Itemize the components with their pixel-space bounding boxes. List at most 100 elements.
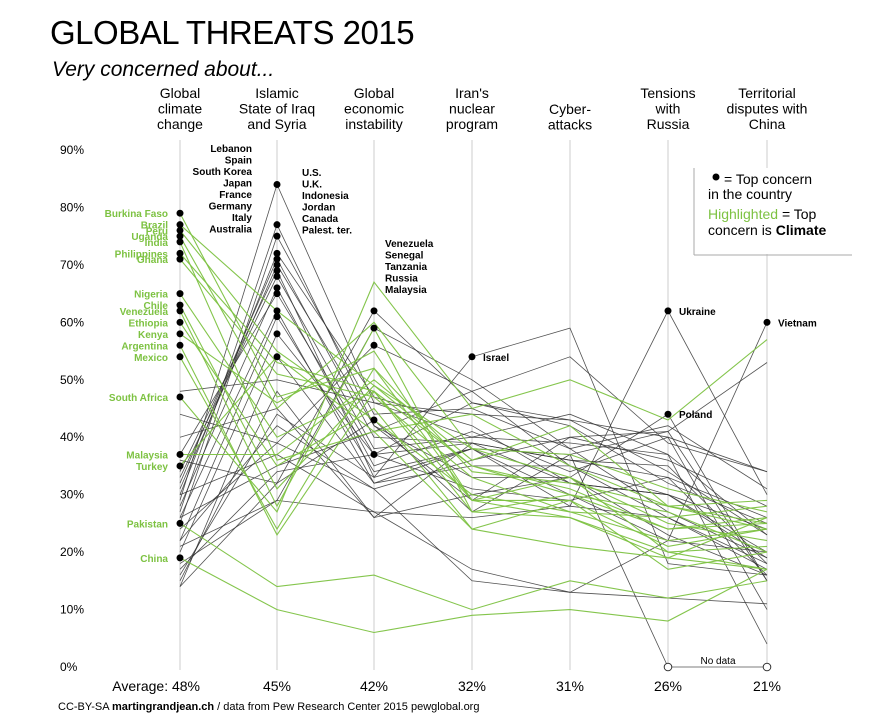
y-tick-label: 30% [60, 488, 84, 502]
top-concern-dot [273, 180, 281, 188]
top-concern-dot [176, 318, 184, 326]
top-concern-dot [176, 238, 184, 246]
climate-country-label: Pakistan [127, 519, 168, 530]
top-concern-dot [176, 290, 184, 298]
category-header-3: Iran's [455, 85, 489, 101]
isis-country-label-left: Australia [209, 225, 252, 236]
top-concern-country-label: Israel [483, 353, 509, 364]
top-concern-dot [273, 284, 281, 292]
y-tick-label: 80% [60, 200, 84, 214]
top-concern-dot [273, 330, 281, 338]
top-concern-dot [176, 221, 184, 229]
top-concern-dot [176, 341, 184, 349]
climate-country-label: Ghana [137, 255, 169, 266]
top-concern-country-label: Poland [679, 410, 712, 421]
series-line [179, 230, 768, 542]
legend-line-1: = Top concern [724, 171, 812, 187]
top-concern-dot [370, 341, 378, 349]
legend-line-3: Highlighted = Top [708, 206, 817, 222]
economic-country-label: Tanzania [385, 262, 427, 273]
legend-line-4: concern is Climate [708, 222, 826, 238]
economic-country-label: Malaysia [385, 285, 427, 296]
climate-country-label: China [140, 554, 168, 565]
top-concern-country-label: Ukraine [679, 307, 716, 318]
credit-site[interactable]: martingrandjean.ch [112, 701, 215, 713]
economic-country-label: Venezuela [385, 239, 434, 250]
top-concern-dot [176, 301, 184, 309]
top-concern-dot [176, 554, 184, 562]
legend-box [692, 168, 852, 254]
top-concern-dot [763, 318, 771, 326]
series-line [179, 390, 768, 581]
isis-country-label-right: Palest. ter. [302, 226, 352, 237]
isis-country-label-right: Canada [302, 214, 339, 225]
category-header-0: climate [158, 101, 203, 117]
category-header-3: nuclear [449, 101, 495, 117]
category-header-1: State of Iraq [239, 101, 315, 117]
top-concern-country-label: Vietnam [778, 318, 817, 329]
economic-country-label: Russia [385, 274, 418, 285]
economic-country-label: Senegal [385, 251, 424, 262]
average-label-4: 31% [556, 678, 584, 694]
top-concern-dot [176, 255, 184, 263]
top-concern-dot [468, 353, 476, 361]
y-tick-label: 70% [60, 258, 84, 272]
y-tick-label: 90% [60, 143, 84, 157]
top-concern-dot [176, 209, 184, 217]
category-header-3: program [446, 116, 498, 132]
series-line [179, 258, 768, 519]
top-concern-dot [176, 249, 184, 257]
top-concern-dot [176, 450, 184, 458]
top-concern-dot [273, 255, 281, 263]
average-label-3: 32% [458, 678, 486, 694]
top-concern-dot [273, 290, 281, 298]
series-line [179, 522, 768, 611]
climate-country-label: Peru [146, 226, 168, 237]
top-concern-dot [273, 313, 281, 321]
top-concern-dot [273, 353, 281, 361]
category-header-6: Territorial [738, 85, 796, 101]
legend-line-2: in the country [708, 186, 792, 202]
average-label-0: Average: 48% [112, 678, 200, 694]
series-line [179, 304, 768, 513]
isis-country-label-left: Italy [232, 213, 252, 224]
climate-country-label: Chile [144, 301, 169, 312]
climate-country-label: Brazil [141, 221, 168, 232]
average-label-6: 21% [753, 678, 781, 694]
top-concern-dot [273, 267, 281, 275]
category-header-2: economic [344, 101, 404, 117]
series-line [179, 333, 768, 542]
no-data-label: No data [700, 656, 735, 667]
climate-country-label: Turkey [136, 462, 168, 473]
climate-country-label: Ethiopia [129, 318, 169, 329]
top-concern-dot [176, 307, 184, 315]
series-line [179, 345, 768, 553]
climate-country-label: Argentina [121, 341, 168, 352]
top-concern-dot [273, 272, 281, 280]
category-header-0: Global [160, 85, 200, 101]
climate-country-label: Malaysia [126, 450, 168, 461]
top-concern-dot [370, 416, 378, 424]
isis-country-label-right: Indonesia [302, 191, 349, 202]
page-title: GLOBAL THREATS 2015 [50, 14, 415, 51]
series-line [179, 327, 768, 576]
category-header-6: China [749, 116, 786, 132]
y-tick-label: 0% [60, 660, 78, 674]
category-header-4: attacks [548, 117, 592, 133]
isis-country-label-left: Spain [225, 156, 252, 167]
credit-suffix: / data from Pew Research Center 2015 pew… [214, 701, 480, 713]
series-line [179, 557, 768, 634]
average-label-5: 26% [654, 678, 682, 694]
top-concern-dot [273, 261, 281, 269]
y-tick-label: 10% [60, 603, 84, 617]
category-header-6: disputes with [727, 101, 808, 117]
no-data-marker [762, 662, 772, 672]
category-header-5: with [655, 101, 681, 117]
category-header-1: and Syria [247, 116, 306, 132]
series-line [179, 281, 768, 513]
climate-country-label: Uganda [131, 232, 168, 243]
isis-country-label-left: South Korea [193, 167, 253, 178]
no-data-marker [663, 662, 673, 672]
isis-country-label-left: Lebanon [210, 144, 252, 155]
